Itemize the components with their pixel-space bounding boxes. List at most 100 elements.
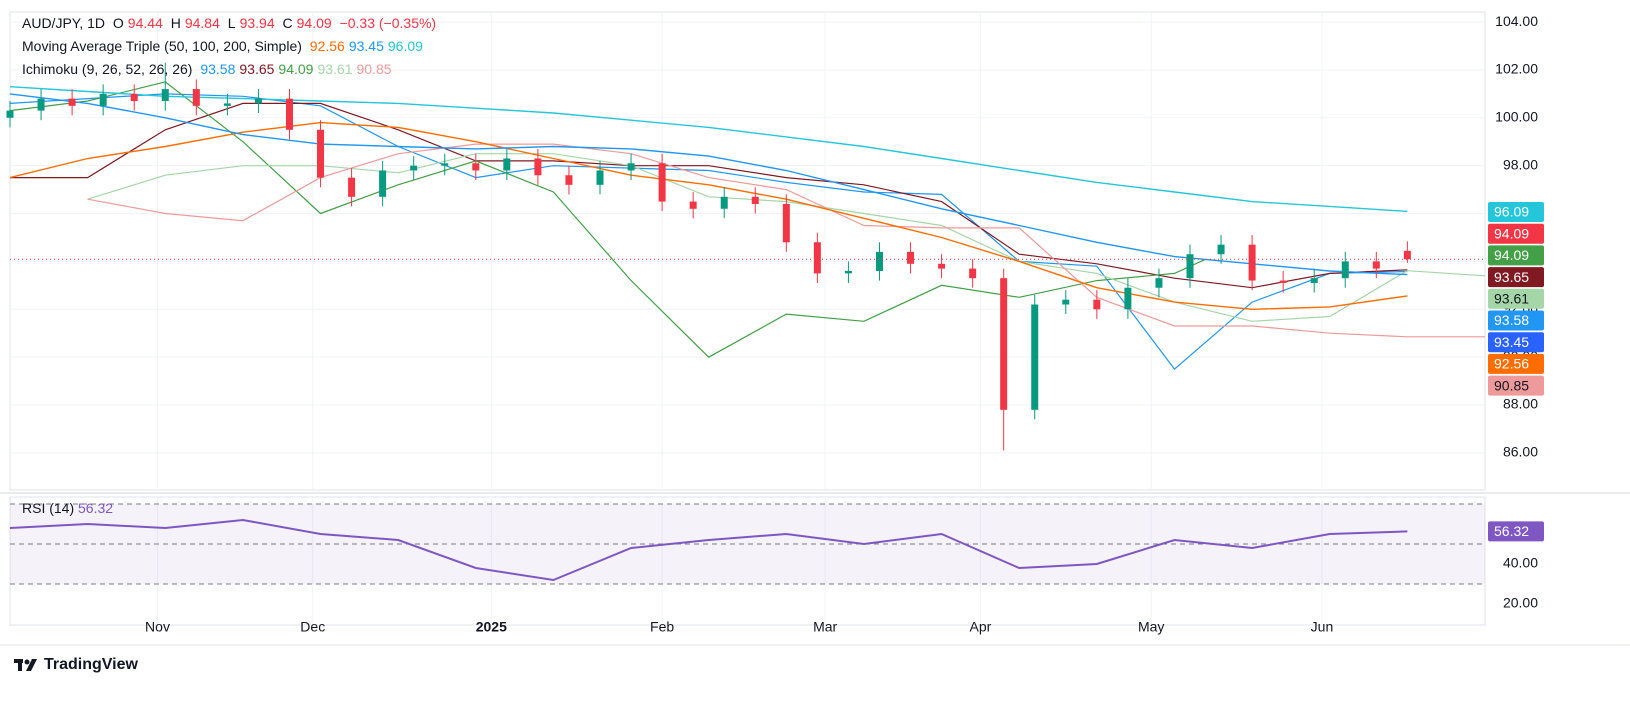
price-tag-label: 92.56	[1494, 356, 1529, 372]
candle-body	[627, 163, 635, 171]
candle-body	[1248, 244, 1256, 281]
indicator-value: 96.09	[387, 38, 423, 54]
candle-body	[534, 158, 542, 176]
candle-body	[223, 103, 231, 106]
price-tag	[1488, 202, 1544, 222]
close-value: 94.09	[296, 15, 332, 31]
low-value: 93.94	[239, 15, 275, 31]
y-tick-label: 98.00	[1503, 156, 1538, 172]
rsi-value: 56.32	[78, 500, 114, 516]
candle-body	[596, 170, 604, 185]
candle-body	[565, 175, 573, 185]
legend-row: AUD/JPY, 1D O 94.44 H 94.84 L 93.94 C 94.09 …	[22, 12, 440, 35]
indicator-value: 93.61	[317, 61, 353, 77]
rsi-pane	[9, 496, 1486, 626]
logo	[14, 659, 37, 671]
price-tag	[1488, 245, 1544, 266]
open-value: 94.44	[127, 15, 163, 31]
candle-body	[907, 251, 915, 264]
price-tag	[1488, 521, 1544, 542]
ichimoku-line	[9, 93, 1408, 370]
x-tick-label: 2025	[476, 619, 507, 635]
candle-body	[317, 129, 325, 178]
ohlc-letter: C	[282, 15, 293, 31]
candle-body	[441, 163, 449, 166]
candle-body	[1124, 287, 1132, 310]
candle-body	[1031, 304, 1039, 410]
candle-body	[379, 170, 387, 197]
indicator-value: 93.45	[348, 38, 384, 54]
candle-body	[1279, 280, 1287, 283]
price-tag-label: 93.61	[1494, 291, 1529, 307]
candle-body	[1155, 278, 1163, 288]
moving-average	[9, 121, 1408, 311]
candle-body	[1217, 244, 1225, 255]
rsi-line	[9, 518, 1408, 582]
candle-body	[844, 270, 852, 274]
candle-body	[348, 177, 356, 197]
candle-body	[192, 89, 200, 106]
rsi-legend: RSI (14) 56.32	[22, 500, 113, 516]
price-tag	[1488, 288, 1544, 309]
y-tick-label: 40.00	[1503, 555, 1538, 571]
ichimoku-line	[9, 81, 1206, 358]
indicator-label: Ichimoku (9, 26, 52, 26, 26)	[22, 61, 193, 77]
brand-name: TradingView	[44, 656, 138, 673]
candle-body	[658, 163, 666, 202]
candle-body	[1000, 278, 1008, 410]
price-tag-label: 90.85	[1494, 377, 1529, 393]
candle-body	[875, 251, 883, 271]
candle-body	[37, 98, 45, 111]
price-tag	[1488, 375, 1544, 396]
candle-body	[130, 93, 138, 102]
candle-body	[161, 89, 169, 102]
x-tick-label: Nov	[145, 619, 170, 635]
x-tick-label: May	[1138, 619, 1164, 635]
candle-body	[1062, 299, 1070, 305]
candle-body	[782, 203, 790, 243]
candle-body	[813, 242, 821, 274]
x-tick-label: Mar	[813, 619, 837, 635]
ohlc-letter: L	[227, 15, 236, 31]
high-value: 94.84	[184, 15, 220, 31]
candle-body	[689, 201, 697, 209]
price-tag-label: 93.45	[1494, 334, 1529, 350]
candle-body	[410, 165, 418, 171]
indicator-value: 93.58	[200, 61, 236, 77]
candle-body	[472, 163, 480, 171]
x-tick-label: Dec	[300, 619, 325, 635]
candle-body	[68, 98, 76, 106]
price-tag-label: 56.32	[1494, 523, 1529, 539]
price-tag-label: 94.09	[1494, 247, 1529, 263]
candle-body	[1186, 254, 1194, 279]
change: −0.33 (−0.35%)	[339, 15, 437, 31]
indicator-value: 93.65	[239, 61, 275, 77]
candle-body	[6, 110, 14, 118]
candle-body	[1341, 261, 1349, 279]
moving-average	[9, 93, 1408, 276]
candle-body	[938, 263, 946, 269]
x-tick-label: Feb	[650, 619, 674, 635]
legend-row: Ichimoku (9, 26, 52, 26, 26) 93.58 93.65 9…	[22, 58, 440, 81]
y-tick-label: 100.00	[1495, 108, 1538, 124]
price-pane	[9, 11, 1486, 491]
candle-body	[1372, 261, 1380, 269]
y-tick-label: 86.00	[1503, 444, 1538, 460]
candle-body	[99, 93, 107, 106]
price-tag	[1488, 353, 1544, 374]
legend-row: Moving Average Triple (50, 100, 200, Sim…	[22, 35, 440, 58]
price-tag-label: 93.65	[1494, 269, 1529, 285]
moving-average	[9, 86, 1408, 213]
candle-body	[1403, 250, 1411, 260]
y-tick-label: 104.00	[1495, 13, 1538, 29]
x-tick-label: Apr	[969, 619, 991, 635]
ichimoku-line	[10, 102, 1408, 289]
candle-body	[503, 158, 511, 171]
y-tick-label: 88.00	[1503, 396, 1538, 412]
indicator-label: RSI (14)	[22, 500, 75, 516]
candle-body	[254, 98, 262, 104]
price-tag-label: 96.09	[1494, 204, 1529, 220]
y-tick-label: 102.00	[1495, 61, 1538, 77]
